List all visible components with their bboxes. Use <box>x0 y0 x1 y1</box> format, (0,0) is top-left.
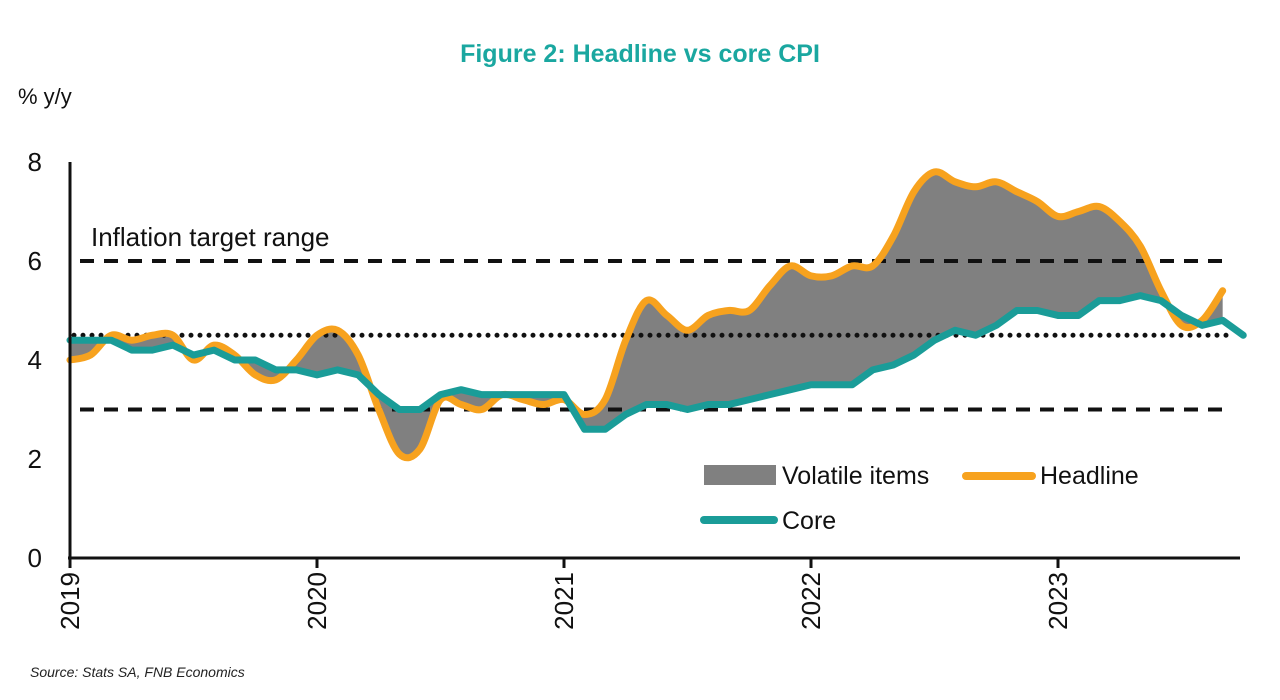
y-tick-label: 2 <box>28 444 42 474</box>
legend-headline-label: Headline <box>1040 462 1139 490</box>
volatile-items-area <box>70 171 1223 458</box>
y-tick-label: 0 <box>28 543 42 573</box>
legend-core-label: Core <box>782 507 836 535</box>
source-note: Source: Stats SA, FNB Economics <box>30 664 245 680</box>
x-tick-label: 2021 <box>549 572 579 630</box>
legend-volatile-swatch <box>704 465 776 485</box>
core-line <box>66 292 1247 433</box>
target-range-annotation: Inflation target range <box>91 222 330 252</box>
y-axis-label: % y/y <box>18 84 72 109</box>
x-tick-label: 2020 <box>302 572 332 630</box>
x-tick-label: 2019 <box>55 572 85 630</box>
x-tick-label: 2022 <box>796 572 826 630</box>
chart-title: Figure 2: Headline vs core CPI <box>460 40 820 68</box>
y-tick-label: 8 <box>28 147 42 177</box>
y-tick-label: 4 <box>28 345 42 375</box>
headline-line <box>66 168 1227 462</box>
y-tick-label: 6 <box>28 246 42 276</box>
legend-volatile-label: Volatile items <box>782 462 929 490</box>
x-tick-label: 2023 <box>1043 572 1073 630</box>
